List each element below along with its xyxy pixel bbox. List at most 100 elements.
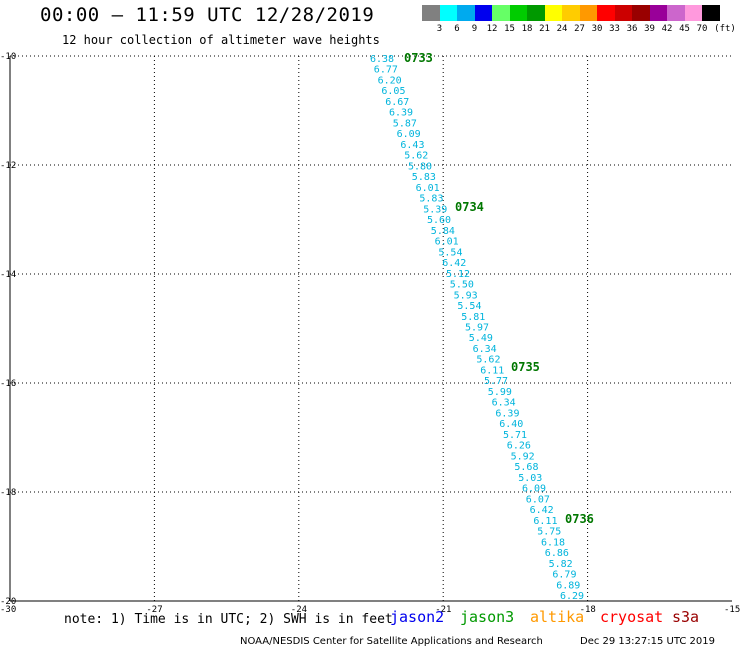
wave-height-value: 6.34	[473, 344, 497, 355]
satellite-cryosat: cryosat	[600, 608, 664, 626]
wave-height-value: 6.40	[499, 419, 523, 430]
lon-label: -24	[291, 605, 307, 615]
legend-swatch	[474, 5, 492, 21]
legend-tick-label: 9	[471, 24, 478, 34]
legend-unit: (ft)	[714, 24, 736, 34]
footer-timestamp: Dec 29 13:27:15 UTC 2019	[580, 636, 715, 647]
wave-height-value: 6.09	[522, 484, 546, 495]
wave-height-value: 5.92	[511, 451, 535, 462]
wave-height-value: 5.99	[488, 387, 512, 398]
wave-height-value: 6.09	[397, 129, 421, 140]
wave-height-value: 6.34	[492, 398, 516, 409]
legend-swatch	[579, 5, 597, 21]
wave-height-value: 6.42	[530, 505, 554, 516]
legend-tick-label: 15	[504, 24, 515, 34]
wave-height-value: 6.01	[416, 183, 440, 194]
legend-tick-label: 12	[486, 24, 498, 34]
wave-height-value: 6.20	[378, 75, 402, 86]
legend-swatch	[632, 5, 650, 21]
wave-height-value: 6.89	[556, 580, 580, 591]
wave-height-value: 6.67	[385, 97, 409, 108]
lon-label: -21	[435, 605, 451, 615]
longitude-labels: -30 -27 -24 -21 -18 -15	[0, 605, 740, 615]
legend-tick-label: 3	[436, 24, 443, 34]
legend-tick-label: 24	[556, 24, 568, 34]
lon-label: -30	[0, 605, 16, 615]
legend-swatch	[684, 5, 702, 21]
legend-swatch	[544, 5, 562, 21]
wave-height-value: 5.81	[461, 312, 485, 323]
wave-height-value: 6.26	[507, 441, 531, 452]
legend-tick-label: 39	[644, 24, 655, 34]
legend-tick-label: 30	[591, 24, 603, 34]
legend-tick-label: 6	[454, 24, 460, 34]
map-title: 00:00 – 11:59 UTC 12/28/2019	[40, 4, 375, 26]
lat-label: -12	[0, 161, 16, 171]
legend-swatch	[667, 5, 685, 21]
wave-height-value: 6.07	[526, 494, 550, 505]
legend-swatch	[422, 5, 440, 21]
wave-height-value: 5.84	[431, 226, 455, 237]
legend-tick-label: 36	[626, 24, 638, 34]
units-note: note: 1) Time is in UTC; 2) SWH is in fe…	[64, 612, 393, 627]
grid-lines	[10, 55, 732, 601]
time-label: 0735	[511, 360, 540, 374]
legend-tick-label: 45	[679, 24, 690, 34]
legend-swatch	[702, 5, 720, 21]
wave-height-value: 5.83	[412, 172, 436, 183]
wave-height-value: 5.93	[454, 290, 478, 301]
legend-swatch	[492, 5, 510, 21]
time-label: 0734	[455, 200, 484, 214]
wave-height-value: 6.79	[552, 570, 576, 581]
time-label: 0736	[565, 512, 594, 526]
lon-label: -27	[146, 605, 162, 615]
wave-height-value: 6.43	[400, 140, 424, 151]
legend-tick-label: 21	[539, 24, 550, 34]
satellite-jason2: jason2	[390, 608, 445, 626]
legend-swatch	[457, 5, 475, 21]
legend-tick-label: 27	[574, 24, 585, 34]
wave-height-value: 5.80	[408, 161, 432, 172]
wave-height-track: 6.386.776.206.056.676.395.876.096.435.62…	[370, 54, 584, 602]
wave-height-value: 6.18	[541, 537, 565, 548]
wave-height-value: 6.39	[495, 408, 519, 419]
wave-height-value: 6.29	[560, 591, 584, 602]
legend-swatch	[439, 5, 457, 21]
lon-label: -15	[724, 605, 740, 615]
wave-height-value: 6.42	[442, 258, 466, 269]
color-legend	[422, 5, 720, 21]
wave-height-value: 6.11	[480, 365, 504, 376]
legend-tick-label: 18	[521, 24, 533, 34]
wave-height-value: 5.62	[404, 151, 428, 162]
lat-label: -16	[0, 379, 16, 389]
wave-height-value: 5.39	[423, 204, 447, 215]
wave-height-value: 5.68	[514, 462, 538, 473]
legend-swatch	[509, 5, 527, 21]
wave-height-value: 5.60	[427, 215, 451, 226]
satellite-altika: altika	[530, 608, 585, 626]
lat-label: -10	[0, 52, 16, 62]
plot-frame	[9, 56, 732, 602]
wave-height-value: 5.75	[537, 527, 561, 538]
legend-tick-label: 42	[661, 24, 673, 34]
satellite-jason3: jason3	[460, 608, 515, 626]
lat-label: -18	[0, 488, 16, 498]
wave-height-value: 6.77	[374, 65, 398, 76]
legend-swatch	[649, 5, 667, 21]
wave-height-value: 5.54	[457, 301, 481, 312]
legend-swatch	[562, 5, 580, 21]
wave-height-value: 6.05	[381, 86, 405, 97]
latitude-labels: -10 -12 -14 -16 -18 -20	[0, 52, 16, 607]
wave-height-value: 5.54	[438, 247, 462, 258]
wave-height-value: 5.83	[419, 194, 443, 205]
lon-label: -18	[580, 605, 596, 615]
lat-label: -14	[0, 270, 16, 280]
wave-height-value: 5.87	[393, 118, 417, 129]
wave-height-value: 5.49	[469, 333, 493, 344]
wave-height-value: 5.71	[503, 430, 527, 441]
legend-tick-label: 33	[609, 24, 620, 34]
legend-tick-label: 70	[696, 24, 708, 34]
wave-height-value: 5.50	[450, 280, 474, 291]
legend-swatch	[597, 5, 615, 21]
